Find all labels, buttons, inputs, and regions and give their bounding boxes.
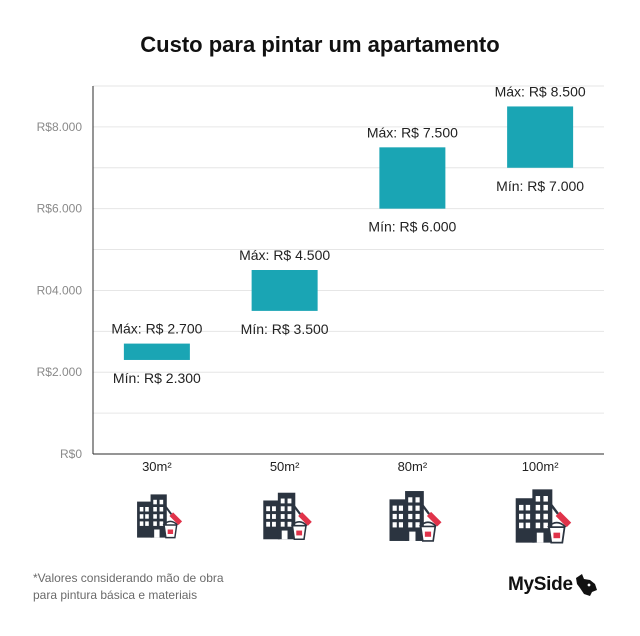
footnote: *Valores considerando mão de obra para p… — [33, 570, 333, 604]
building-paint-icon — [389, 491, 442, 542]
range-bar — [379, 147, 446, 209]
x-axis-categories: 30m² 50m² 80m² 100m² — [142, 459, 559, 474]
range-bar — [123, 343, 190, 360]
min-label: Mín: R$ 3.500 — [241, 321, 329, 337]
y-tick-label: R$8.000 — [37, 120, 83, 134]
max-label: Máx: R$ 4.500 — [239, 247, 330, 263]
range-bar — [251, 270, 318, 311]
range-bar — [507, 106, 574, 168]
max-label: Máx: R$ 8.500 — [495, 83, 586, 99]
chart-title: Custo para pintar um apartamento — [140, 32, 499, 57]
x-category-label: 50m² — [270, 459, 300, 474]
grid-layer — [93, 85, 604, 414]
footnote-line-2: para pintura básica e materiais — [33, 588, 198, 602]
brand-logo: MySide — [508, 572, 599, 598]
y-tick-label: R$0 — [60, 447, 82, 461]
x-category-label: 30m² — [142, 459, 172, 474]
brand-name: MySide — [508, 574, 573, 595]
min-label: Mín: R$ 7.000 — [496, 178, 584, 194]
x-category-label: 100m² — [522, 459, 560, 474]
max-label: Máx: R$ 2.700 — [111, 321, 202, 337]
y-axis-ticks: R$0 R$2.000 R04.000 R$6.000 R$8.000 — [37, 120, 83, 461]
y-tick-label: R$2.000 — [37, 365, 83, 379]
x-category-label: 80m² — [398, 459, 428, 474]
max-label: Máx: R$ 7.500 — [367, 124, 458, 140]
dog-head-icon — [575, 574, 597, 596]
building-paint-icon — [263, 492, 312, 541]
min-label: Mín: R$ 6.000 — [368, 219, 456, 235]
bars — [123, 106, 574, 360]
building-paint-icon — [137, 494, 183, 539]
y-tick-label: R04.000 — [37, 283, 83, 297]
min-label: Mín: R$ 2.300 — [113, 370, 201, 386]
range-bar-chart: Custo para pintar um apartamento R$0 R$2.… — [37, 32, 604, 544]
category-icons — [137, 489, 572, 544]
building-paint-icon — [515, 489, 572, 544]
y-tick-label: R$6.000 — [37, 202, 83, 216]
footnote-line-1: *Valores considerando mão de obra — [33, 571, 224, 585]
data-labels: Máx: R$ 2.700 Mín: R$ 2.300 Máx: R$ 4.500 M… — [111, 83, 586, 386]
